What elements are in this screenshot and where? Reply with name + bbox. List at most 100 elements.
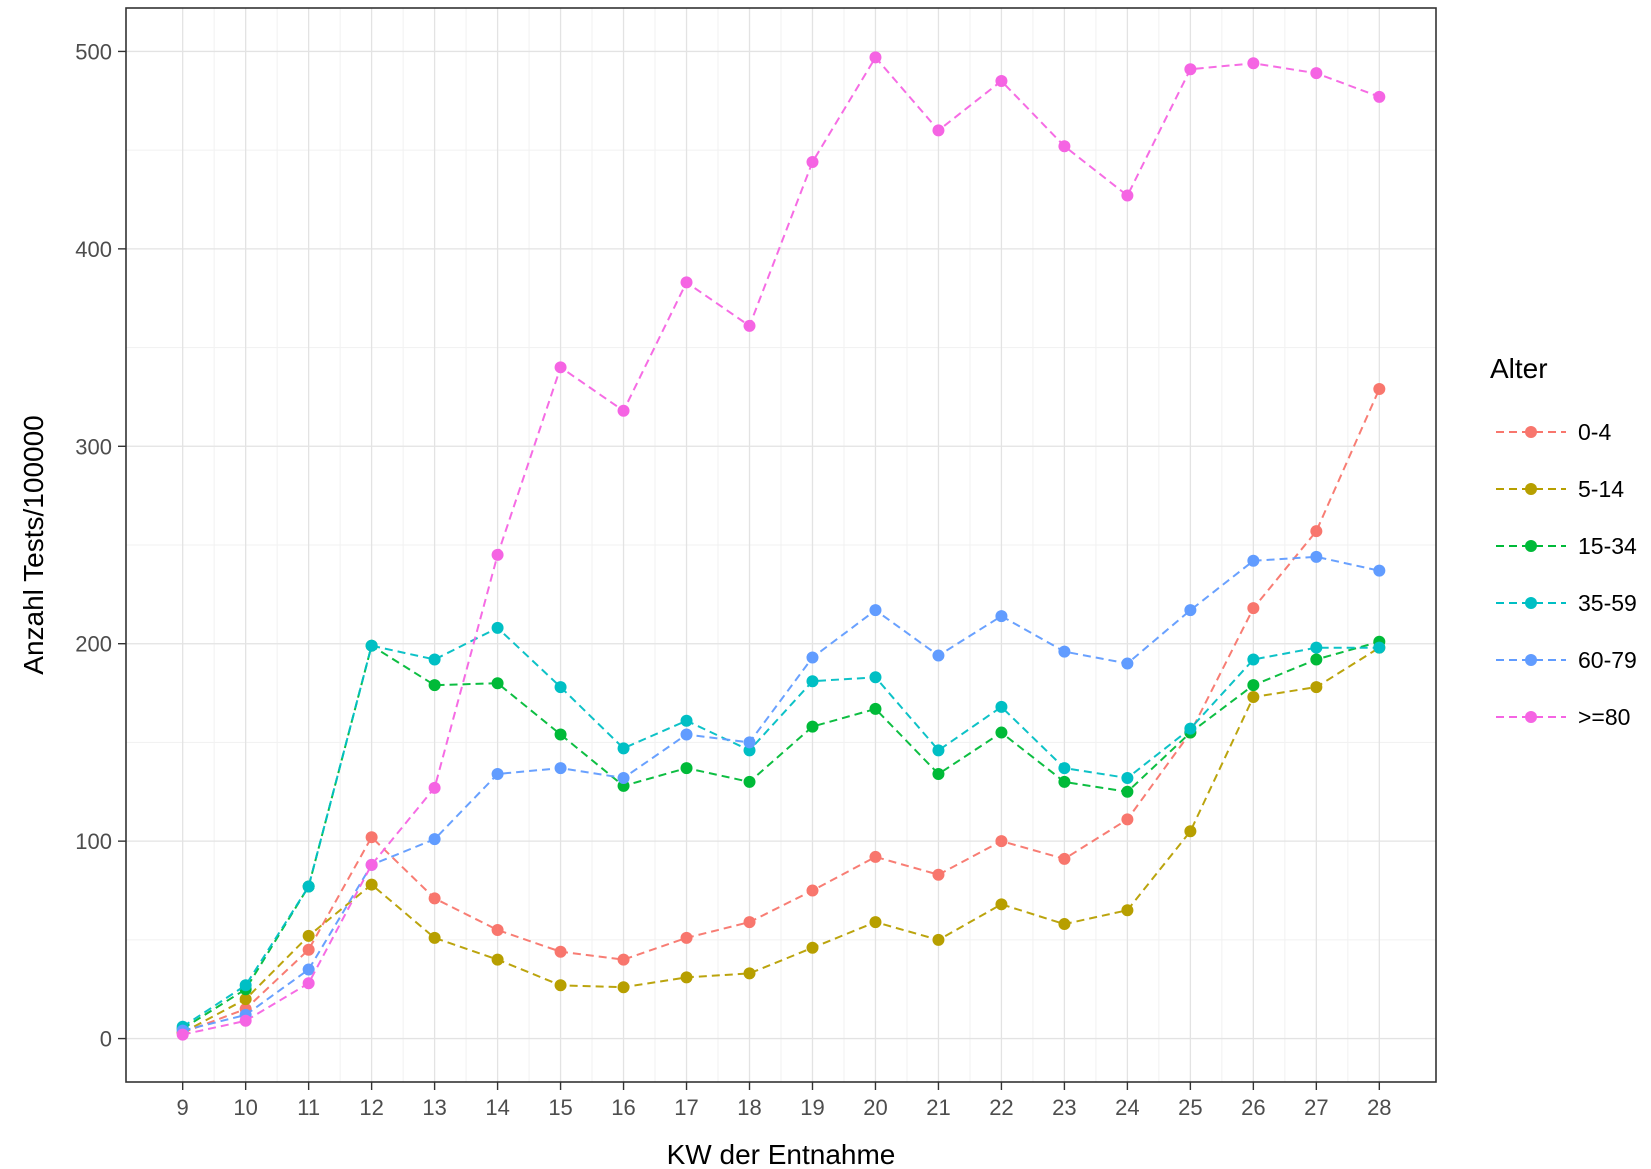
data-point xyxy=(1373,90,1386,103)
x-tick-label: 13 xyxy=(422,1095,446,1120)
data-point xyxy=(743,775,756,788)
legend-key-point xyxy=(1525,483,1537,495)
legend-label: 5-14 xyxy=(1578,476,1624,502)
data-point xyxy=(1121,813,1134,826)
x-tick-label: 28 xyxy=(1367,1095,1391,1120)
data-point xyxy=(491,953,504,966)
x-axis: 9 10 11 12 13 14 15 16 17 18 19 20 21 22 23 24 25 26 27 28 xyxy=(177,1082,1392,1120)
data-point xyxy=(806,884,819,897)
y-tick-label: 500 xyxy=(75,39,112,64)
data-point xyxy=(554,361,567,374)
data-point xyxy=(806,675,819,688)
data-point xyxy=(1184,604,1197,617)
data-point xyxy=(680,714,693,727)
data-point xyxy=(617,981,630,994)
series-60-79 xyxy=(176,550,1386,1037)
legend-item: 15-34 xyxy=(1496,533,1637,559)
data-point xyxy=(1058,645,1071,658)
major-gridlines xyxy=(126,8,1436,1082)
x-axis-title: KW der Entnahme xyxy=(667,1139,896,1169)
data-point xyxy=(428,892,441,905)
data-point xyxy=(995,700,1008,713)
data-point xyxy=(1058,852,1071,865)
data-point xyxy=(1247,691,1260,704)
data-point xyxy=(932,768,945,781)
legend-key-point xyxy=(1525,654,1537,666)
legend-item: 35-59 xyxy=(1496,590,1637,616)
data-point xyxy=(428,833,441,846)
data-point xyxy=(869,671,882,684)
series-0-4 xyxy=(176,383,1386,1039)
data-point xyxy=(995,75,1008,88)
data-point xyxy=(1184,722,1197,735)
plot-border xyxy=(125,7,1437,1083)
data-point xyxy=(1247,57,1260,70)
x-tick-label: 9 xyxy=(177,1095,189,1120)
data-point xyxy=(806,941,819,954)
x-tick-label: 27 xyxy=(1304,1095,1328,1120)
legend-title: Alter xyxy=(1490,353,1548,384)
legend-key-point xyxy=(1525,540,1537,552)
x-tick-label: 21 xyxy=(926,1095,950,1120)
data-point xyxy=(617,404,630,417)
data-point xyxy=(554,681,567,694)
data-point xyxy=(365,831,378,844)
data-point xyxy=(1247,679,1260,692)
x-tick-label: 22 xyxy=(989,1095,1013,1120)
data-point xyxy=(1184,63,1197,76)
data-point xyxy=(1247,554,1260,567)
data-point xyxy=(680,762,693,775)
legend-label: >=80 xyxy=(1578,704,1630,730)
data-point xyxy=(743,319,756,332)
data-point xyxy=(1373,641,1386,654)
data-point xyxy=(1310,525,1323,538)
legend-item: 60-79 xyxy=(1496,647,1637,673)
data-point xyxy=(1121,785,1134,798)
x-tick-label: 26 xyxy=(1241,1095,1265,1120)
legend-item: >=80 xyxy=(1496,704,1630,730)
data-point xyxy=(1121,771,1134,784)
x-tick-label: 17 xyxy=(674,1095,698,1120)
data-point xyxy=(1121,657,1134,670)
legend: Alter 0-4 5-14 15-34 35-59 60-79 >=80 xyxy=(1490,353,1637,730)
legend-label: 15-34 xyxy=(1578,533,1637,559)
x-tick-label: 23 xyxy=(1052,1095,1076,1120)
data-point xyxy=(428,679,441,692)
data-point xyxy=(1373,564,1386,577)
data-point xyxy=(554,945,567,958)
data-point xyxy=(1058,140,1071,153)
x-tick-label: 11 xyxy=(297,1095,320,1120)
data-point xyxy=(302,977,315,990)
data-point xyxy=(617,742,630,755)
data-point xyxy=(1121,189,1134,202)
data-point xyxy=(869,702,882,715)
data-point xyxy=(932,933,945,946)
x-tick-label: 24 xyxy=(1115,1095,1139,1120)
x-tick-label: 12 xyxy=(359,1095,383,1120)
data-point xyxy=(428,653,441,666)
data-point xyxy=(1310,653,1323,666)
x-tick-label: 10 xyxy=(233,1095,257,1120)
data-point xyxy=(1310,681,1323,694)
data-point xyxy=(869,51,882,64)
data-point xyxy=(491,923,504,936)
legend-label: 0-4 xyxy=(1578,419,1611,445)
x-tick-label: 20 xyxy=(863,1095,887,1120)
data-point xyxy=(743,736,756,749)
data-point xyxy=(1184,825,1197,838)
data-point xyxy=(239,1014,252,1027)
data-point xyxy=(995,835,1008,848)
legend-label: 60-79 xyxy=(1578,647,1637,673)
data-point xyxy=(932,649,945,662)
data-point xyxy=(1247,653,1260,666)
data-point xyxy=(1373,383,1386,396)
data-point xyxy=(995,610,1008,623)
data-point xyxy=(491,768,504,781)
data-point xyxy=(428,931,441,944)
data-point xyxy=(869,916,882,929)
data-point xyxy=(680,728,693,741)
x-tick-label: 15 xyxy=(548,1095,572,1120)
data-point xyxy=(617,953,630,966)
series-line xyxy=(182,55,1380,1036)
